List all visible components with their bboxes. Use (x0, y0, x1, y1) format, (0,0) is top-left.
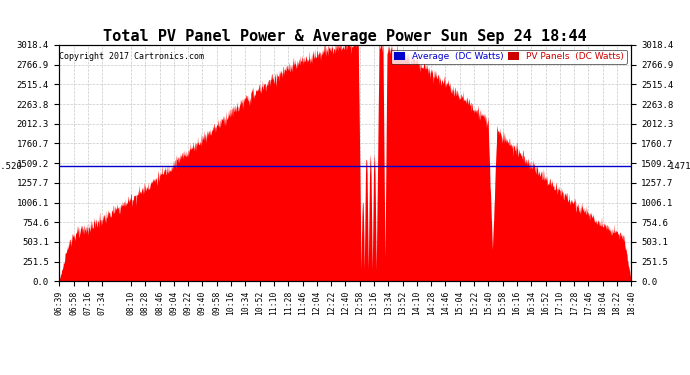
Text: Copyright 2017 Cartronics.com: Copyright 2017 Cartronics.com (59, 52, 204, 61)
Legend: Average  (DC Watts), PV Panels  (DC Watts): Average (DC Watts), PV Panels (DC Watts) (391, 50, 627, 64)
Text: 1471.520 →: 1471.520 → (669, 162, 690, 171)
Text: ← 1471.520: ← 1471.520 (0, 162, 21, 171)
Title: Total PV Panel Power & Average Power Sun Sep 24 18:44: Total PV Panel Power & Average Power Sun… (104, 29, 586, 44)
